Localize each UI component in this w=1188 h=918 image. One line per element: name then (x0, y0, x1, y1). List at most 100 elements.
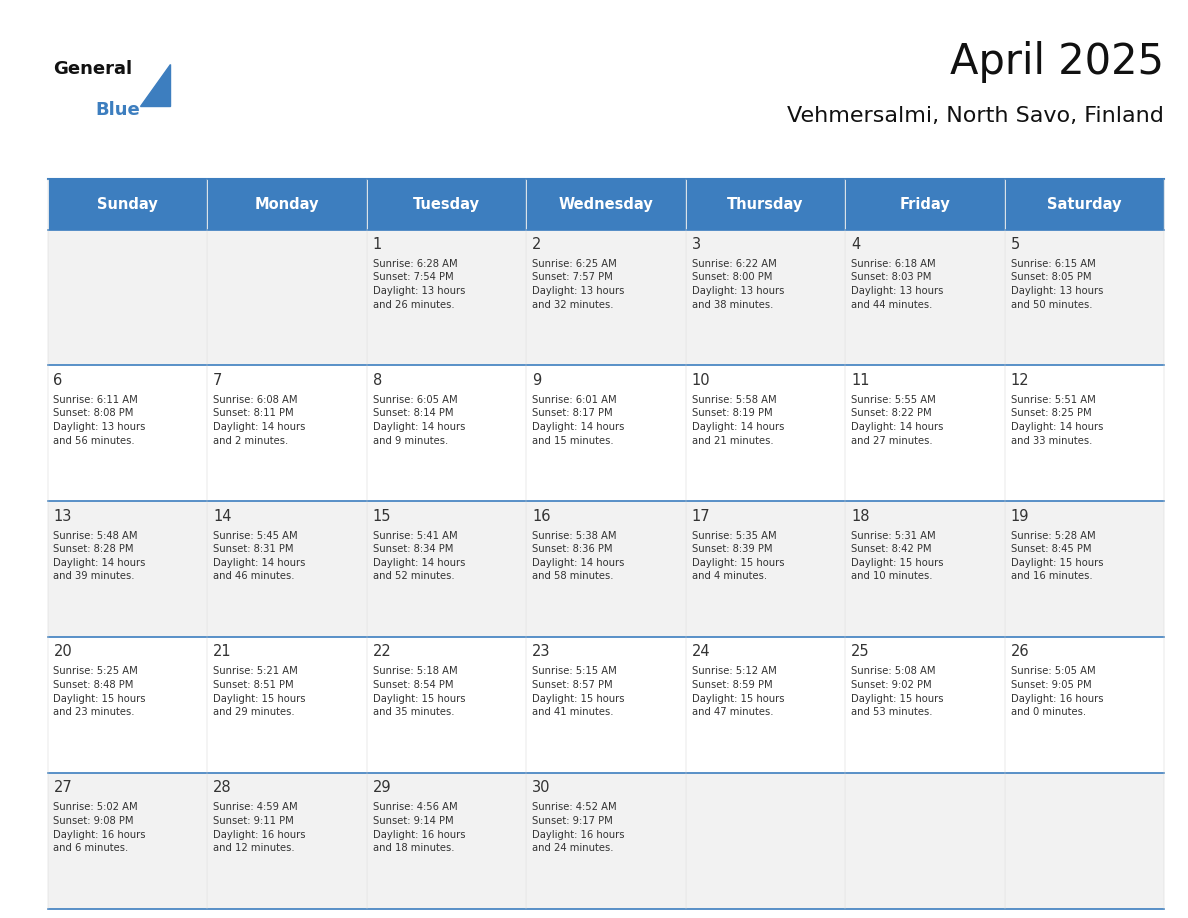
Text: Sunrise: 5:28 AM
Sunset: 8:45 PM
Daylight: 15 hours
and 16 minutes.: Sunrise: 5:28 AM Sunset: 8:45 PM Dayligh… (1011, 531, 1104, 581)
Bar (1005, 179, 1164, 230)
Text: Sunrise: 5:55 AM
Sunset: 8:22 PM
Daylight: 14 hours
and 27 minutes.: Sunrise: 5:55 AM Sunset: 8:22 PM Dayligh… (851, 395, 943, 445)
Text: 29: 29 (373, 780, 391, 795)
Text: Sunrise: 6:18 AM
Sunset: 8:03 PM
Daylight: 13 hours
and 44 minutes.: Sunrise: 6:18 AM Sunset: 8:03 PM Dayligh… (851, 259, 943, 309)
Bar (48, 501, 207, 637)
Text: 27: 27 (53, 780, 72, 795)
Text: Blue: Blue (95, 101, 140, 119)
Text: 8: 8 (373, 373, 381, 387)
Bar (685, 773, 845, 909)
Text: Sunrise: 5:25 AM
Sunset: 8:48 PM
Daylight: 15 hours
and 23 minutes.: Sunrise: 5:25 AM Sunset: 8:48 PM Dayligh… (53, 666, 146, 717)
Bar (367, 365, 526, 501)
Text: Sunrise: 6:22 AM
Sunset: 8:00 PM
Daylight: 13 hours
and 38 minutes.: Sunrise: 6:22 AM Sunset: 8:00 PM Dayligh… (691, 259, 784, 309)
Text: 28: 28 (213, 780, 232, 795)
Bar (48, 365, 207, 501)
Bar (1005, 637, 1164, 773)
Text: General: General (53, 60, 133, 78)
Bar (207, 230, 367, 365)
Text: Sunrise: 5:58 AM
Sunset: 8:19 PM
Daylight: 14 hours
and 21 minutes.: Sunrise: 5:58 AM Sunset: 8:19 PM Dayligh… (691, 395, 784, 445)
Text: 24: 24 (691, 644, 710, 659)
Bar (526, 230, 685, 365)
Text: 19: 19 (1011, 509, 1029, 523)
Text: 26: 26 (1011, 644, 1029, 659)
Text: 6: 6 (53, 373, 63, 387)
Text: Sunrise: 5:38 AM
Sunset: 8:36 PM
Daylight: 14 hours
and 58 minutes.: Sunrise: 5:38 AM Sunset: 8:36 PM Dayligh… (532, 531, 625, 581)
Bar (367, 230, 526, 365)
Bar (367, 637, 526, 773)
Text: Sunrise: 5:31 AM
Sunset: 8:42 PM
Daylight: 15 hours
and 10 minutes.: Sunrise: 5:31 AM Sunset: 8:42 PM Dayligh… (851, 531, 943, 581)
Text: Sunrise: 5:15 AM
Sunset: 8:57 PM
Daylight: 15 hours
and 41 minutes.: Sunrise: 5:15 AM Sunset: 8:57 PM Dayligh… (532, 666, 625, 717)
Text: Sunrise: 4:56 AM
Sunset: 9:14 PM
Daylight: 16 hours
and 18 minutes.: Sunrise: 4:56 AM Sunset: 9:14 PM Dayligh… (373, 802, 465, 853)
Bar (845, 773, 1005, 909)
Text: 5: 5 (1011, 237, 1020, 252)
Bar (207, 365, 367, 501)
Text: 7: 7 (213, 373, 222, 387)
Text: April 2025: April 2025 (950, 41, 1164, 84)
Bar (685, 365, 845, 501)
Text: Wednesday: Wednesday (558, 196, 653, 212)
Text: Sunrise: 6:05 AM
Sunset: 8:14 PM
Daylight: 14 hours
and 9 minutes.: Sunrise: 6:05 AM Sunset: 8:14 PM Dayligh… (373, 395, 465, 445)
Text: Sunrise: 4:52 AM
Sunset: 9:17 PM
Daylight: 16 hours
and 24 minutes.: Sunrise: 4:52 AM Sunset: 9:17 PM Dayligh… (532, 802, 625, 853)
Text: 3: 3 (691, 237, 701, 252)
Bar (1005, 773, 1164, 909)
Text: 9: 9 (532, 373, 542, 387)
Text: 22: 22 (373, 644, 391, 659)
Bar (1005, 501, 1164, 637)
Text: Sunrise: 5:05 AM
Sunset: 9:05 PM
Daylight: 16 hours
and 0 minutes.: Sunrise: 5:05 AM Sunset: 9:05 PM Dayligh… (1011, 666, 1104, 717)
Text: Sunrise: 5:51 AM
Sunset: 8:25 PM
Daylight: 14 hours
and 33 minutes.: Sunrise: 5:51 AM Sunset: 8:25 PM Dayligh… (1011, 395, 1102, 445)
Bar (367, 773, 526, 909)
Bar (48, 230, 207, 365)
Text: 23: 23 (532, 644, 550, 659)
Text: Sunrise: 5:02 AM
Sunset: 9:08 PM
Daylight: 16 hours
and 6 minutes.: Sunrise: 5:02 AM Sunset: 9:08 PM Dayligh… (53, 802, 146, 853)
Bar (526, 501, 685, 637)
Text: Sunrise: 6:11 AM
Sunset: 8:08 PM
Daylight: 13 hours
and 56 minutes.: Sunrise: 6:11 AM Sunset: 8:08 PM Dayligh… (53, 395, 146, 445)
Bar (685, 637, 845, 773)
Text: Sunrise: 5:45 AM
Sunset: 8:31 PM
Daylight: 14 hours
and 46 minutes.: Sunrise: 5:45 AM Sunset: 8:31 PM Dayligh… (213, 531, 305, 581)
Bar (48, 179, 207, 230)
Bar (685, 230, 845, 365)
Text: Sunrise: 5:21 AM
Sunset: 8:51 PM
Daylight: 15 hours
and 29 minutes.: Sunrise: 5:21 AM Sunset: 8:51 PM Dayligh… (213, 666, 305, 717)
Text: Saturday: Saturday (1048, 196, 1121, 212)
Text: Sunrise: 6:01 AM
Sunset: 8:17 PM
Daylight: 14 hours
and 15 minutes.: Sunrise: 6:01 AM Sunset: 8:17 PM Dayligh… (532, 395, 625, 445)
Text: 2: 2 (532, 237, 542, 252)
Text: 16: 16 (532, 509, 550, 523)
Text: 11: 11 (851, 373, 870, 387)
Text: 30: 30 (532, 780, 550, 795)
Text: Sunrise: 5:18 AM
Sunset: 8:54 PM
Daylight: 15 hours
and 35 minutes.: Sunrise: 5:18 AM Sunset: 8:54 PM Dayligh… (373, 666, 465, 717)
Text: 14: 14 (213, 509, 232, 523)
Bar (526, 773, 685, 909)
Bar (207, 179, 367, 230)
Text: Thursday: Thursday (727, 196, 803, 212)
Text: 18: 18 (851, 509, 870, 523)
Text: 1: 1 (373, 237, 381, 252)
Text: Sunrise: 5:48 AM
Sunset: 8:28 PM
Daylight: 14 hours
and 39 minutes.: Sunrise: 5:48 AM Sunset: 8:28 PM Dayligh… (53, 531, 146, 581)
Text: Vehmersalmi, North Savo, Finland: Vehmersalmi, North Savo, Finland (788, 106, 1164, 126)
Text: Tuesday: Tuesday (413, 196, 480, 212)
Polygon shape (140, 64, 170, 106)
Text: Sunrise: 5:41 AM
Sunset: 8:34 PM
Daylight: 14 hours
and 52 minutes.: Sunrise: 5:41 AM Sunset: 8:34 PM Dayligh… (373, 531, 465, 581)
Text: Sunrise: 4:59 AM
Sunset: 9:11 PM
Daylight: 16 hours
and 12 minutes.: Sunrise: 4:59 AM Sunset: 9:11 PM Dayligh… (213, 802, 305, 853)
Bar (1005, 230, 1164, 365)
Bar (367, 179, 526, 230)
Bar (367, 501, 526, 637)
Bar (845, 179, 1005, 230)
Bar (48, 773, 207, 909)
Bar (526, 637, 685, 773)
Bar (207, 501, 367, 637)
Text: 13: 13 (53, 509, 71, 523)
Text: Monday: Monday (254, 196, 320, 212)
Text: 17: 17 (691, 509, 710, 523)
Bar (845, 501, 1005, 637)
Text: Friday: Friday (899, 196, 950, 212)
Bar (845, 230, 1005, 365)
Bar (685, 179, 845, 230)
Text: 10: 10 (691, 373, 710, 387)
Bar (685, 501, 845, 637)
Text: Sunrise: 6:15 AM
Sunset: 8:05 PM
Daylight: 13 hours
and 50 minutes.: Sunrise: 6:15 AM Sunset: 8:05 PM Dayligh… (1011, 259, 1102, 309)
Bar (845, 365, 1005, 501)
Text: Sunrise: 6:25 AM
Sunset: 7:57 PM
Daylight: 13 hours
and 32 minutes.: Sunrise: 6:25 AM Sunset: 7:57 PM Dayligh… (532, 259, 625, 309)
Bar (207, 637, 367, 773)
Text: 12: 12 (1011, 373, 1029, 387)
Text: 4: 4 (851, 237, 860, 252)
Text: Sunrise: 5:35 AM
Sunset: 8:39 PM
Daylight: 15 hours
and 4 minutes.: Sunrise: 5:35 AM Sunset: 8:39 PM Dayligh… (691, 531, 784, 581)
Text: Sunday: Sunday (97, 196, 158, 212)
